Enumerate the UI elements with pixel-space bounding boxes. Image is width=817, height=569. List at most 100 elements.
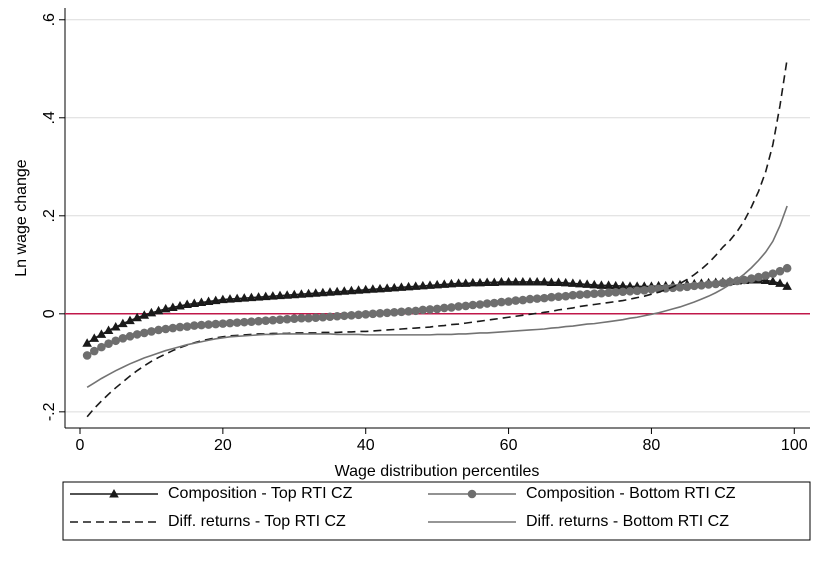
- triangle-marker: [96, 329, 107, 338]
- circle-marker: [154, 325, 163, 335]
- circle-marker: [725, 277, 735, 287]
- circle-marker: [718, 278, 728, 288]
- circle-marker: [425, 305, 435, 314]
- circle-marker: [489, 298, 499, 308]
- triangle-marker: [360, 284, 371, 294]
- circle-marker: [161, 324, 171, 334]
- triangle-marker: [382, 283, 392, 292]
- circle-marker: [268, 315, 278, 325]
- circle-marker: [511, 296, 521, 305]
- circle-marker: [447, 303, 456, 312]
- circle-marker: [261, 316, 271, 325]
- circle-marker: [754, 272, 763, 282]
- circle-marker: [175, 322, 185, 332]
- triangle-marker: [503, 276, 514, 286]
- triangle-marker: [146, 307, 157, 317]
- circle-marker: [504, 297, 513, 306]
- circle-marker: [632, 286, 642, 296]
- circle-marker: [147, 327, 156, 336]
- triangle-marker: [775, 278, 785, 287]
- circle-marker: [304, 313, 313, 323]
- triangle-marker: [460, 278, 471, 287]
- circle-marker: [454, 302, 463, 311]
- triangle-marker: [189, 298, 200, 308]
- circle-marker: [647, 285, 656, 294]
- circle-marker: [439, 303, 449, 313]
- triangle-marker: [618, 280, 628, 290]
- circle-marker: [589, 289, 599, 299]
- triangle-marker: [353, 285, 364, 294]
- legend-label: Composition - Bottom RTI CZ: [526, 485, 736, 502]
- circle-marker: [132, 330, 142, 339]
- circle-marker: [568, 290, 578, 300]
- triangle-marker: [182, 299, 192, 308]
- circle-marker: [554, 292, 563, 301]
- triangle-marker: [468, 277, 478, 287]
- circle-marker: [475, 300, 485, 309]
- circle-marker: [618, 287, 628, 297]
- series-line: [86, 58, 788, 418]
- x-tick-label: 80: [643, 437, 661, 454]
- circle-marker: [289, 314, 299, 324]
- triangle-marker: [418, 280, 428, 290]
- circle-marker: [218, 319, 228, 328]
- triangle-marker: [603, 280, 614, 289]
- circle-marker: [318, 312, 328, 322]
- circle-marker: [561, 291, 571, 301]
- circle-marker: [525, 294, 535, 304]
- triangle-marker: [432, 279, 442, 289]
- triangle-marker: [109, 489, 119, 498]
- circle-marker: [139, 328, 149, 338]
- circle-marker: [704, 280, 713, 289]
- triangle-marker: [175, 300, 185, 310]
- circle-marker: [604, 288, 613, 298]
- x-tick-label: 0: [76, 437, 85, 454]
- circle-marker: [347, 310, 356, 320]
- circle-marker: [389, 308, 399, 317]
- triangle-marker: [275, 290, 285, 300]
- circle-marker: [311, 313, 321, 323]
- triangle-marker: [553, 277, 564, 286]
- circle-marker: [189, 321, 199, 330]
- circle-marker: [325, 312, 335, 322]
- triangle-marker: [218, 294, 228, 304]
- triangle-marker: [282, 290, 292, 299]
- triangle-marker: [396, 282, 407, 291]
- triangle-marker: [532, 276, 542, 286]
- triangle-marker: [439, 279, 450, 288]
- triangle-marker: [475, 277, 485, 287]
- circle-marker: [211, 319, 221, 329]
- triangle-marker: [482, 277, 492, 286]
- triangle-marker: [268, 291, 278, 300]
- y-tick-label: .6: [41, 13, 58, 26]
- triangle-marker: [118, 318, 128, 328]
- series-line: [86, 205, 788, 389]
- y-axis-label: Ln wage change: [13, 159, 30, 277]
- triangle-marker: [610, 280, 621, 290]
- triangle-marker: [510, 276, 521, 286]
- circle-marker: [404, 307, 413, 316]
- circle-marker: [297, 313, 306, 323]
- triangle-marker: [782, 281, 792, 290]
- circle-marker: [682, 282, 692, 292]
- triangle-marker: [260, 291, 271, 301]
- circle-marker: [697, 281, 706, 290]
- circle-marker: [368, 309, 378, 319]
- triangle-marker: [539, 276, 550, 286]
- circle-marker: [597, 288, 606, 298]
- triangle-marker: [203, 296, 214, 306]
- triangle-marker: [139, 310, 150, 319]
- circle-marker: [282, 314, 292, 324]
- y-tick-label: .2: [41, 209, 58, 222]
- circle-marker: [204, 320, 213, 329]
- circle-marker: [182, 322, 192, 331]
- triangle-marker: [546, 277, 557, 286]
- triangle-marker: [253, 292, 264, 301]
- triangle-marker: [303, 288, 314, 298]
- y-tick-label: 0: [41, 309, 58, 318]
- x-tick-label: 20: [214, 437, 232, 454]
- circle-marker: [411, 306, 421, 316]
- triangle-marker: [125, 315, 135, 325]
- circle-marker: [497, 297, 506, 307]
